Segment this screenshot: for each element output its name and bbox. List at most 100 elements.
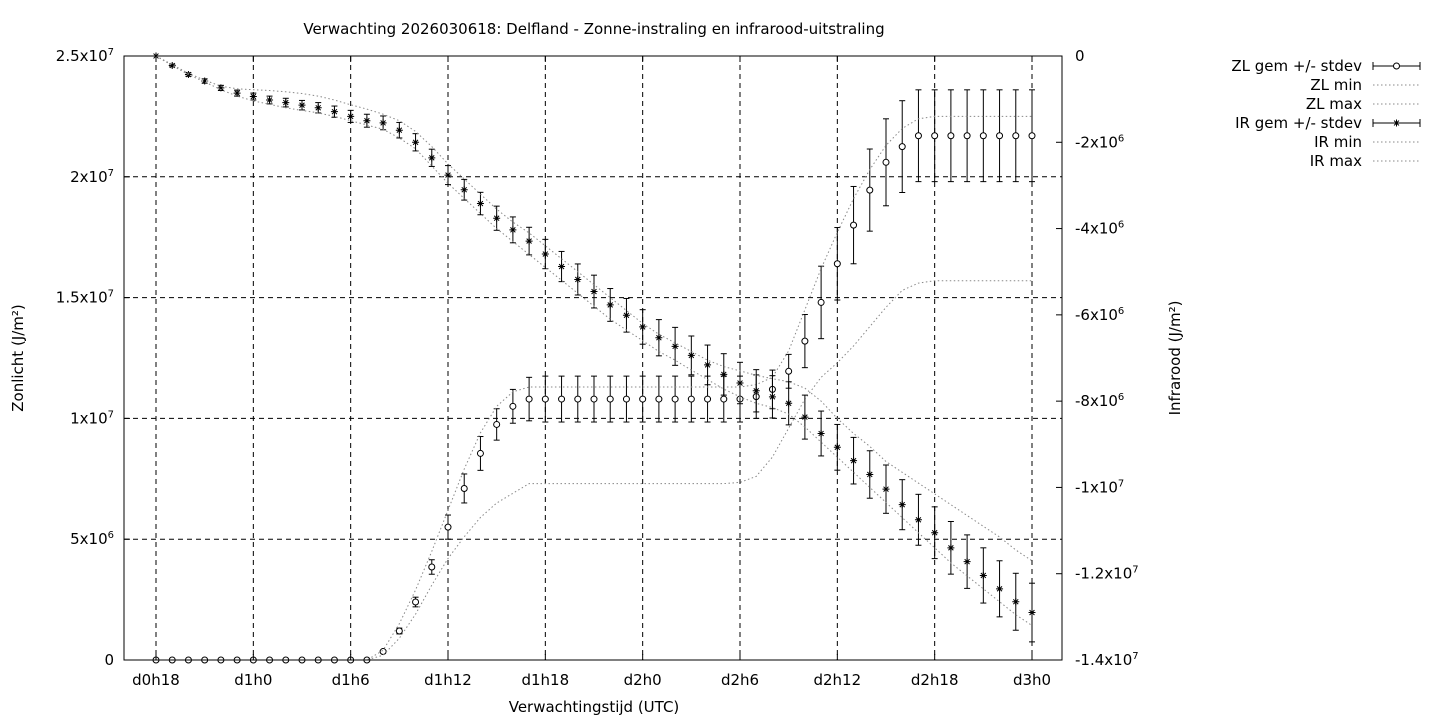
data-point <box>785 399 793 407</box>
y2-tick-label: -2x106 <box>1075 133 1124 151</box>
y2-tick-label: -1.4x107 <box>1075 651 1139 669</box>
data-point <box>947 544 955 552</box>
y-tick-label: 2x107 <box>70 168 114 186</box>
series-layer <box>152 52 1036 664</box>
legend-label: IR min <box>1314 133 1362 151</box>
data-point <box>655 395 663 403</box>
legend-label: IR gem +/- stdev <box>1235 114 1362 132</box>
data-point <box>850 221 858 229</box>
x-tick-label: d2h12 <box>813 671 861 689</box>
data-point <box>509 402 517 410</box>
data-point <box>444 171 452 179</box>
series-ir-max <box>155 55 1033 562</box>
x-tick-label: d2h6 <box>721 671 759 689</box>
data-point <box>833 443 841 451</box>
data-point <box>817 430 825 437</box>
data-point <box>768 393 776 401</box>
legend-label: IR max <box>1310 152 1362 170</box>
legend-label: ZL min <box>1310 76 1362 94</box>
x-tick-label: d0h18 <box>132 671 180 689</box>
data-point <box>541 250 549 258</box>
data-point <box>217 84 225 92</box>
y-tick-label: 1x107 <box>70 409 114 427</box>
grid <box>124 56 1062 660</box>
data-point <box>996 585 1004 593</box>
data-point <box>444 523 452 531</box>
legend-item: ZL max <box>1306 95 1420 113</box>
y2-tick-label: -6x106 <box>1075 306 1124 324</box>
data-point <box>947 132 955 140</box>
data-point <box>558 395 566 403</box>
chart-title: Verwachting 2026030618: Delfland - Zonne… <box>303 20 884 38</box>
y-tick-label: 5x106 <box>70 530 114 548</box>
data-point <box>395 627 403 635</box>
data-point <box>266 96 274 104</box>
axes: d0h18 d1h0 d1h6 d1h12 d1h18 d2h0 d2h6 d2h12 d2h1… <box>56 47 1139 689</box>
data-point <box>622 395 630 403</box>
legend-item: IR min <box>1314 133 1420 151</box>
y-tick-label: 2.5x107 <box>56 47 114 65</box>
data-point <box>979 571 987 579</box>
data-point <box>979 132 987 140</box>
data-point <box>882 158 890 166</box>
series-line <box>155 55 1033 626</box>
data-point <box>833 260 841 268</box>
data-point <box>347 112 355 120</box>
data-point <box>898 143 906 151</box>
data-point <box>201 77 209 85</box>
data-point <box>687 351 695 359</box>
x-tick-label: d3h0 <box>1013 671 1051 689</box>
x-axis-label: Verwachtingstijd (UTC) <box>509 698 680 716</box>
data-point <box>606 395 614 403</box>
data-point <box>412 138 420 146</box>
data-point <box>428 563 436 571</box>
data-point <box>590 395 598 403</box>
data-point <box>704 361 712 369</box>
data-point <box>622 311 630 319</box>
data-point <box>606 301 614 309</box>
data-point <box>541 395 549 403</box>
data-point <box>476 449 484 457</box>
data-point <box>639 395 647 403</box>
legend-marker <box>1393 119 1400 127</box>
x-tick-label: d2h18 <box>911 671 959 689</box>
x-tick-label: d1h6 <box>332 671 370 689</box>
legend-item: IR max <box>1310 152 1420 170</box>
data-point <box>282 99 290 107</box>
series-zl-min <box>156 280 1032 661</box>
x-tick-label: d1h0 <box>234 671 272 689</box>
data-point <box>1012 132 1020 140</box>
data-point <box>639 323 647 331</box>
plot-frame <box>123 55 1063 661</box>
data-point <box>590 288 598 296</box>
data-point <box>1012 598 1020 606</box>
data-point <box>898 501 906 509</box>
legend-marker <box>1393 62 1400 70</box>
y2-tick-label: -1.2x107 <box>1075 565 1139 583</box>
y2-tick-label: -4x106 <box>1075 220 1124 238</box>
data-point <box>574 275 582 283</box>
data-point <box>379 648 387 656</box>
legend-label: ZL max <box>1306 95 1362 113</box>
data-point <box>476 200 484 208</box>
x-tick-label: d1h18 <box>521 671 569 689</box>
data-point <box>801 413 809 421</box>
data-point <box>395 126 403 134</box>
data-point <box>687 395 695 403</box>
data-point <box>931 132 939 140</box>
data-point <box>314 104 322 112</box>
data-point <box>1028 132 1036 140</box>
data-point <box>249 93 257 101</box>
series-ir-gem-stdev <box>152 52 1036 643</box>
legend-item: ZL min <box>1310 76 1420 94</box>
data-point <box>412 598 420 606</box>
y2-axis-label: Infrarood (J/m²) <box>1166 301 1184 416</box>
x-tick-label: d2h0 <box>624 671 662 689</box>
data-point <box>363 117 371 125</box>
series-line <box>156 280 1032 661</box>
data-point <box>379 119 387 127</box>
legend-item: ZL gem +/- stdev <box>1231 57 1421 75</box>
data-point <box>996 132 1004 140</box>
